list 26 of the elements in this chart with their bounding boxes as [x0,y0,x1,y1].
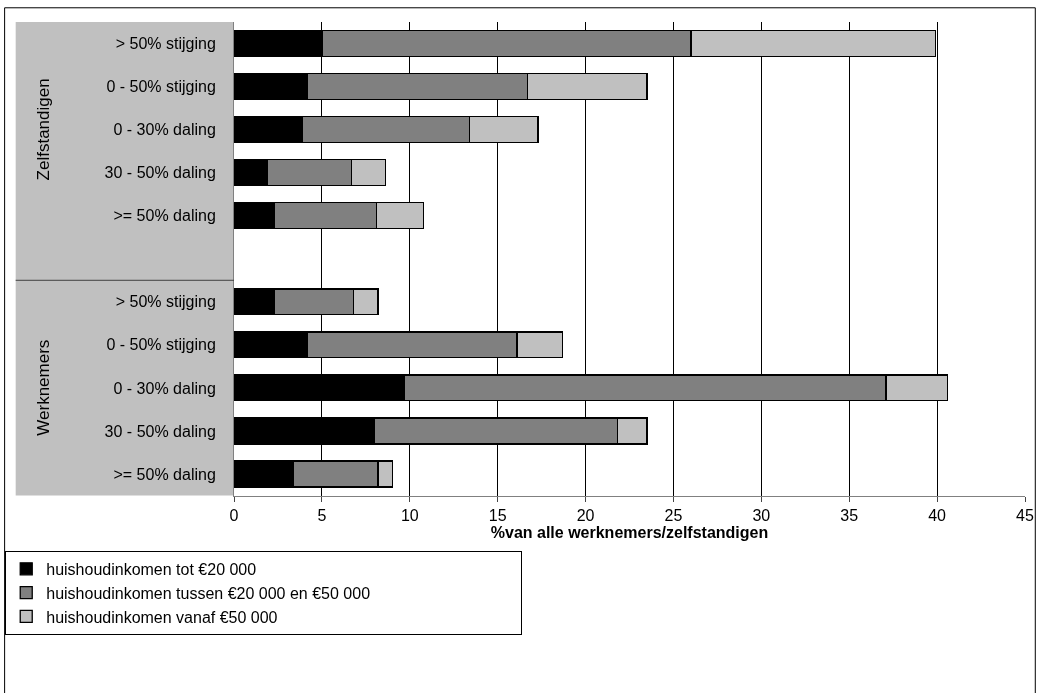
x-tick-label: 35 [840,506,859,524]
y-tick-label: > 50% stijging [115,293,216,311]
x-tick-label: 25 [664,506,683,524]
y-tick-label: >= 50% daling [113,207,216,225]
y-tick-label: > 50% stijging [115,35,216,53]
legend-label: huishoudinkomen tot €20 000 [46,561,257,579]
y-tick-label: 30 - 50% daling [104,164,216,182]
y-tick-label: 30 - 50% daling [104,422,216,440]
x-tick-label: 15 [488,506,507,524]
x-tick-label: 5 [317,506,327,524]
y-tick-label: >= 50% daling [113,465,216,483]
y-tick-label: 0 - 30% daling [113,379,216,397]
x-tick-label: 40 [928,506,947,524]
text: Zelfstandigen [34,78,54,181]
y-tick-label: 0 - 30% daling [113,121,216,139]
legend-label: huishoudinkomen tussen €20 000 en €50 000 [46,584,371,602]
text: Werknemers [33,339,53,436]
x-tick-label: 10 [400,506,419,524]
x-tick-label: 30 [752,506,771,524]
x-tick-label: 0 [229,506,239,524]
x-axis-title: %van alle werknemers/zelfstandigen [490,524,769,542]
y-tick-label: 0 - 50% stijging [106,336,216,354]
x-tick-label: 45 [1016,506,1034,524]
legend-label: huishoudinkomen vanaf €50 000 [46,608,278,626]
y-tick-label: 0 - 50% stijging [106,78,216,96]
x-tick-label: 20 [576,506,595,524]
